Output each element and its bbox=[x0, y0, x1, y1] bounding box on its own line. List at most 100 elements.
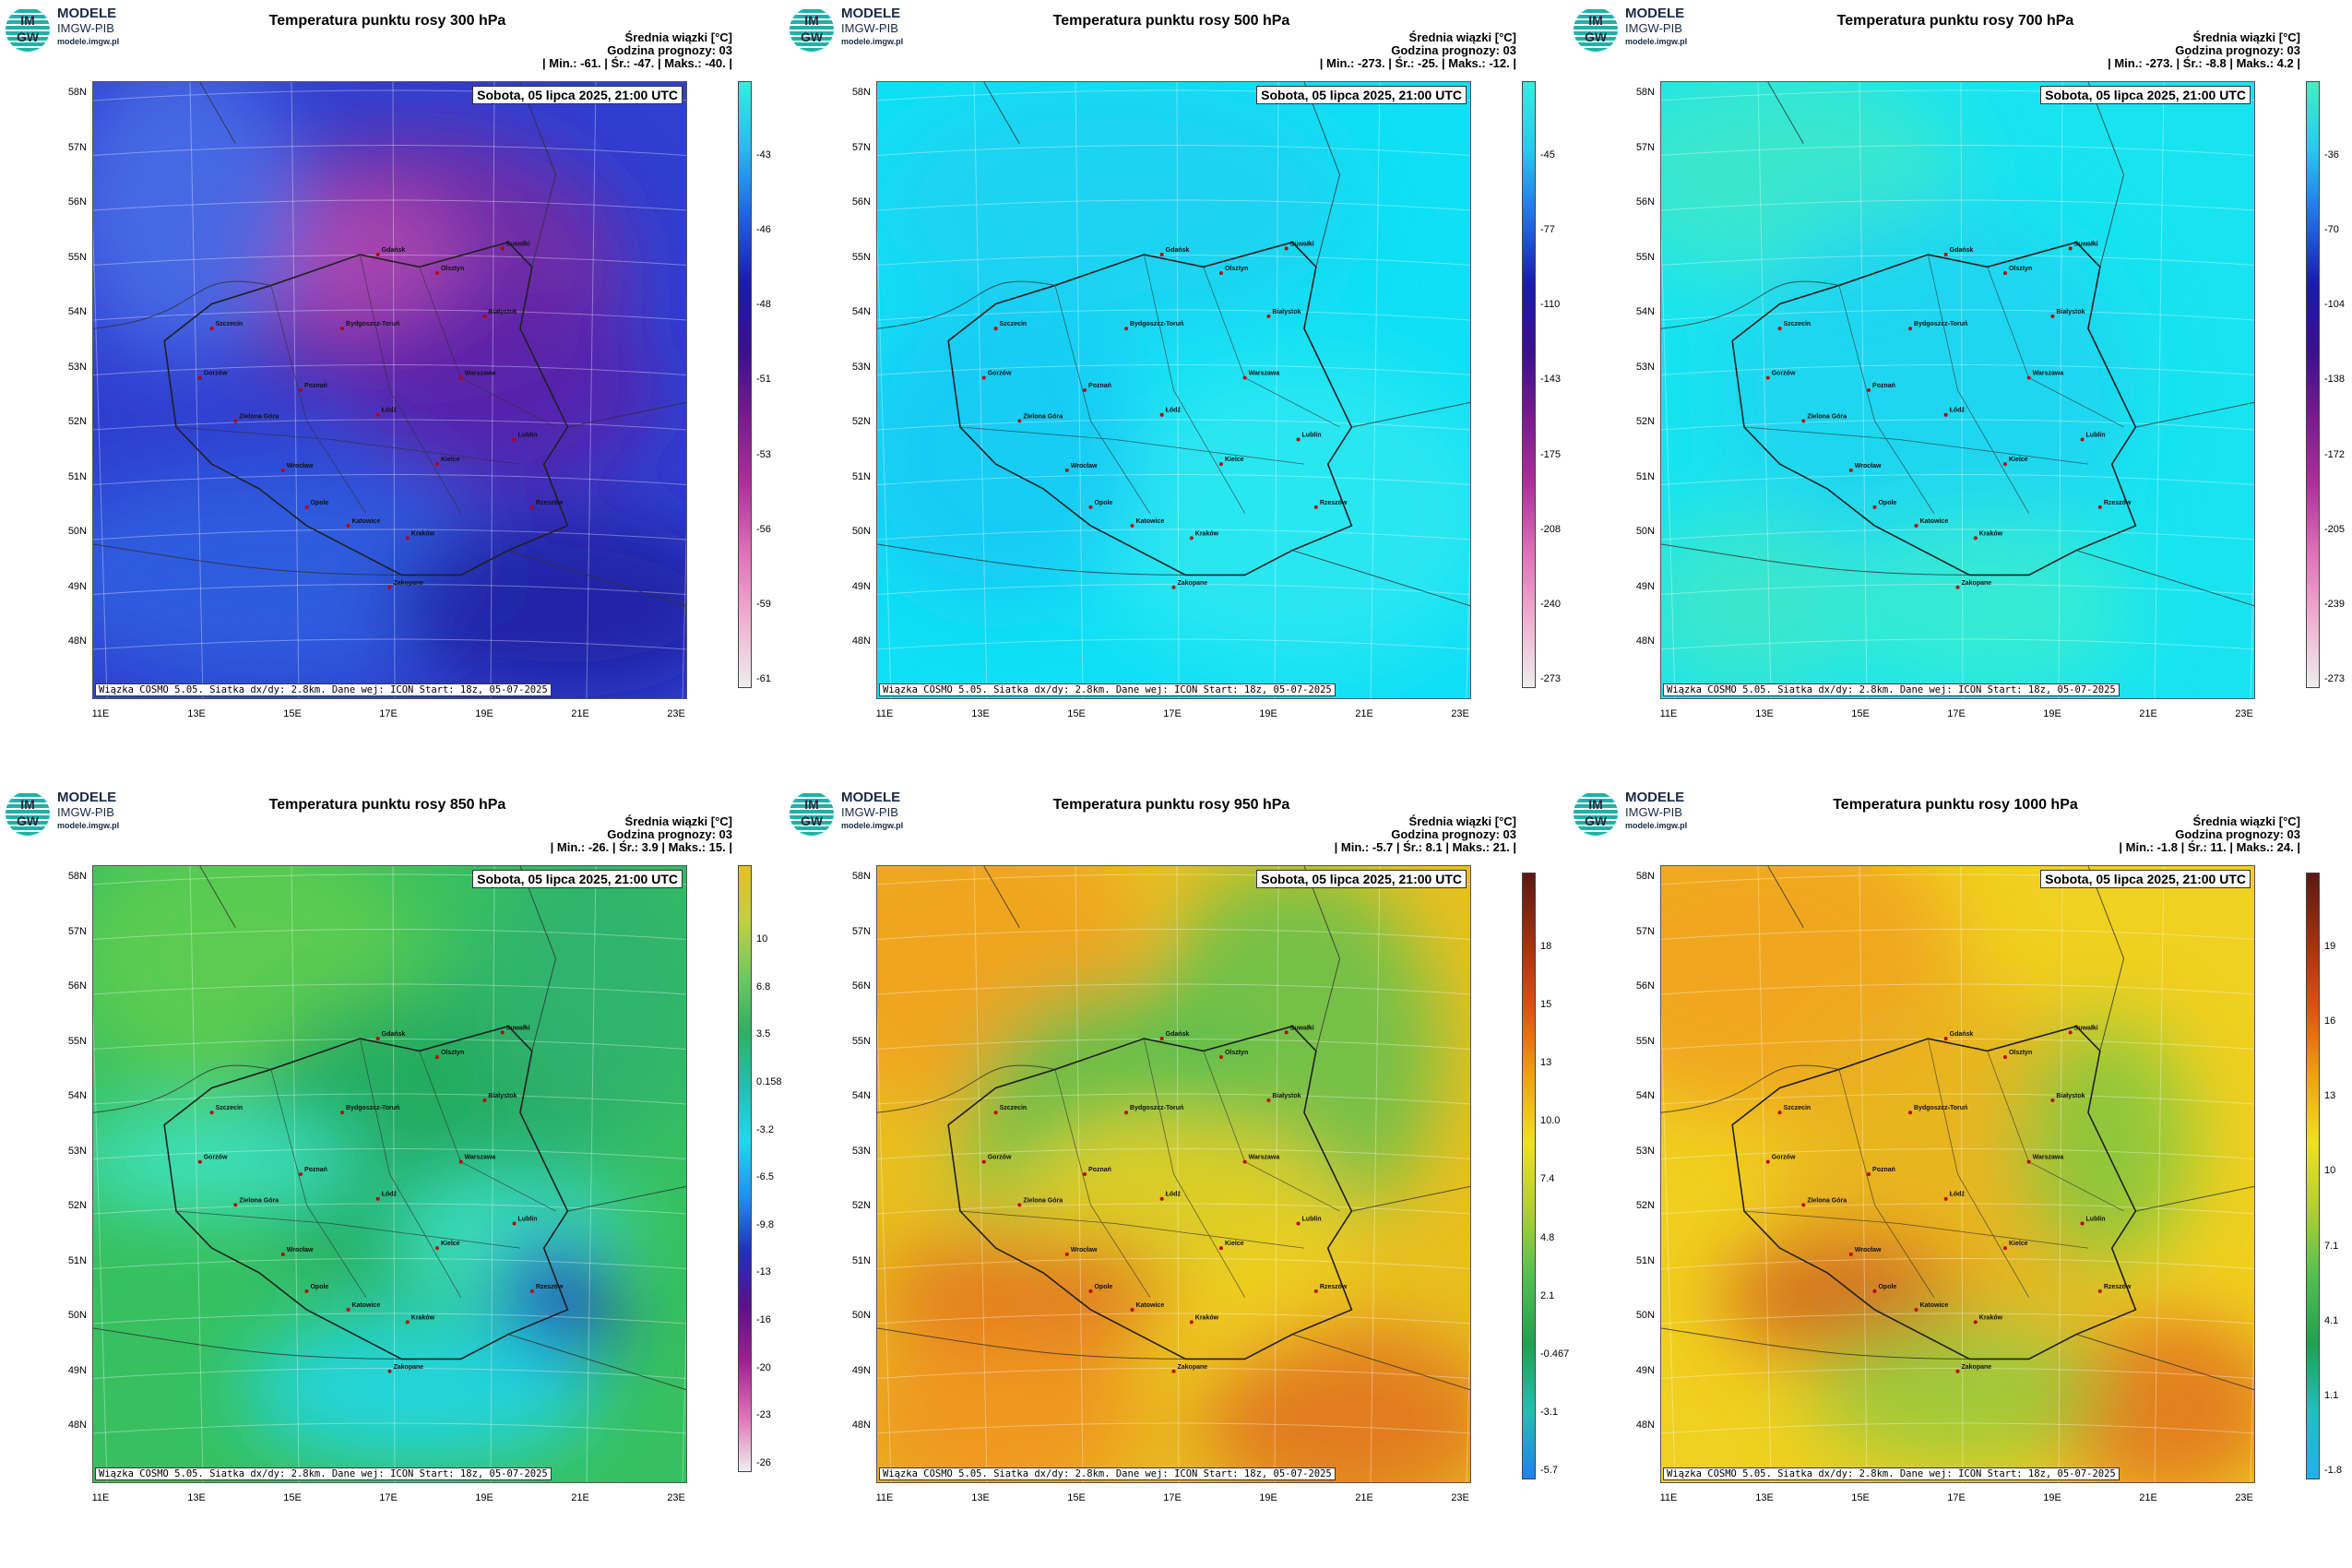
country-border bbox=[1731, 1025, 2137, 1360]
graticule-lat bbox=[93, 529, 686, 540]
graticule-lat bbox=[1661, 1422, 2254, 1434]
graticule-lat bbox=[1661, 638, 2254, 650]
colorbar-tick: -205 bbox=[2324, 523, 2346, 535]
lon-tick-label: 19E bbox=[1259, 708, 1277, 719]
city-marker bbox=[1218, 462, 1223, 467]
country-border bbox=[947, 1025, 1353, 1360]
city-label: Poznań bbox=[304, 383, 327, 389]
logo-title: MODELE bbox=[57, 6, 117, 21]
graticule-lon bbox=[586, 82, 597, 698]
imgw-logo: IM GW MODELE IMGW-PIB modele.imgw.pl bbox=[1574, 6, 1721, 52]
colorbar bbox=[738, 81, 752, 688]
city-label: Gdańsk bbox=[382, 1031, 406, 1038]
city-label: Kielce bbox=[441, 1241, 460, 1247]
graticule-lat bbox=[877, 364, 1470, 375]
lat-tick-label: 50N bbox=[1635, 1310, 1655, 1321]
imgw-logo: IM GW MODELE IMGW-PIB modele.imgw.pl bbox=[1574, 790, 1721, 836]
lon-tick-label: 11E bbox=[1659, 708, 1678, 719]
logo-badge: IM GW bbox=[6, 7, 50, 52]
city-marker bbox=[1296, 437, 1301, 442]
city-marker bbox=[993, 327, 998, 331]
colorbar-tick: -23 bbox=[756, 1409, 771, 1421]
graticule-lat bbox=[93, 983, 686, 995]
field-blob bbox=[1720, 205, 2136, 576]
imgw-logo: IM GW MODELE IMGW-PIB modele.imgw.pl bbox=[790, 790, 937, 836]
city-marker bbox=[346, 523, 350, 528]
logo-badge-top: IM bbox=[1588, 797, 1603, 812]
city-label: Lublin bbox=[2086, 1216, 2106, 1222]
city-marker bbox=[2002, 1055, 2007, 1060]
city-marker bbox=[1973, 1320, 1978, 1324]
city-marker bbox=[197, 375, 202, 380]
lat-tick-label: 56N bbox=[1635, 196, 1655, 208]
city-marker bbox=[1777, 1111, 1782, 1115]
graticule-lat bbox=[93, 1422, 686, 1434]
colorbar-tick: 4.1 bbox=[2324, 1314, 2339, 1326]
city-label: Białystok bbox=[2056, 309, 2085, 315]
city-label: Bydgoszcz-Toruń bbox=[1130, 321, 1183, 327]
graticule-lat bbox=[93, 255, 686, 266]
logo-title: MODELE bbox=[1625, 790, 1685, 805]
city-label: Katowice bbox=[1135, 518, 1164, 525]
city-marker bbox=[434, 462, 439, 467]
city-label: Wrocław bbox=[1855, 1247, 1882, 1253]
region-borders bbox=[175, 254, 556, 514]
city-marker bbox=[1765, 375, 1770, 380]
colorbar-tick: -104 bbox=[2324, 299, 2346, 311]
graticule-lon bbox=[291, 866, 300, 1482]
lat-tick-label: 53N bbox=[67, 1145, 87, 1157]
graticule-lon bbox=[2250, 525, 2254, 698]
graticule-lat bbox=[93, 199, 686, 211]
lon-tick-label: 15E bbox=[1067, 708, 1086, 719]
city-label: Bydgoszcz-Toruń bbox=[1914, 321, 1967, 327]
lat-tick-label: 52N bbox=[67, 416, 87, 427]
lat-tick-label: 52N bbox=[1635, 1200, 1655, 1211]
graticule-lon bbox=[93, 1004, 108, 1482]
graticule-lat bbox=[877, 983, 1470, 995]
city-label: Białystok bbox=[1272, 1093, 1301, 1099]
lon-tick-label: 17E bbox=[379, 1492, 398, 1503]
city-marker bbox=[1914, 1307, 1918, 1312]
imgw-logo: IM GW MODELE IMGW-PIB modele.imgw.pl bbox=[6, 790, 153, 836]
lon-tick-label: 19E bbox=[1259, 1492, 1277, 1503]
graticule-lat bbox=[877, 1148, 1470, 1159]
stats-block: Średnia wiązki [°C] Godzina prognozy: 03 |… bbox=[1320, 31, 1516, 70]
colorbar bbox=[2306, 873, 2320, 1479]
city-marker bbox=[233, 1203, 238, 1207]
graticule-lat bbox=[877, 1093, 1470, 1105]
colorbar-tick: -239 bbox=[2324, 598, 2346, 610]
field-blob bbox=[2046, 1315, 2254, 1482]
graticule-lat bbox=[93, 1093, 686, 1105]
city-marker bbox=[299, 388, 303, 392]
city-label: Bydgoszcz-Toruń bbox=[346, 321, 399, 327]
city-label: Poznań bbox=[1088, 383, 1111, 389]
colorbar-tick: 10 bbox=[756, 933, 768, 944]
city-label: Zakopane bbox=[1178, 580, 1208, 587]
field-blob bbox=[877, 1328, 1145, 1482]
lon-tick-label: 15E bbox=[283, 1492, 302, 1503]
lon-tick-label: 11E bbox=[91, 1492, 110, 1503]
colorbar-tick: -36 bbox=[2324, 149, 2339, 160]
model-credit: Wiązka COSMO 5.05. Siatka dx/dy: 2.8km. … bbox=[1663, 683, 2120, 696]
logo-subtitle: IMGW-PIB bbox=[57, 805, 114, 819]
lat-tick-label: 50N bbox=[67, 526, 87, 537]
graticule-lat bbox=[93, 1148, 686, 1159]
lat-tick-label: 49N bbox=[851, 1364, 871, 1376]
lat-tick-label: 49N bbox=[67, 580, 87, 592]
lat-tick-label: 48N bbox=[1635, 636, 1655, 647]
city-label: Olsztyn bbox=[2009, 1050, 2032, 1056]
city-label: Zielona Góra bbox=[1807, 1197, 1847, 1204]
valid-date: Sobota, 05 lipca 2025, 21:00 UTC bbox=[1256, 86, 1467, 104]
city-marker bbox=[197, 1159, 202, 1164]
city-marker bbox=[1124, 327, 1129, 331]
logo-subtitle: IMGW-PIB bbox=[57, 21, 114, 35]
city-marker bbox=[209, 1111, 214, 1115]
city-label: Suwałki bbox=[2074, 1025, 2098, 1031]
city-label: Łódź bbox=[1166, 1192, 1182, 1198]
logo-subtitle: IMGW-PIB bbox=[841, 21, 898, 35]
graticule-lon bbox=[93, 220, 108, 698]
colorbar-tick: 0.158 bbox=[756, 1075, 782, 1087]
stats-block: Średnia wiązki [°C] Godzina prognozy: 03 |… bbox=[2119, 815, 2300, 854]
info-forecast-hour: Godzina prognozy: 03 bbox=[1391, 827, 1516, 841]
lat-tick-label: 54N bbox=[67, 306, 87, 317]
